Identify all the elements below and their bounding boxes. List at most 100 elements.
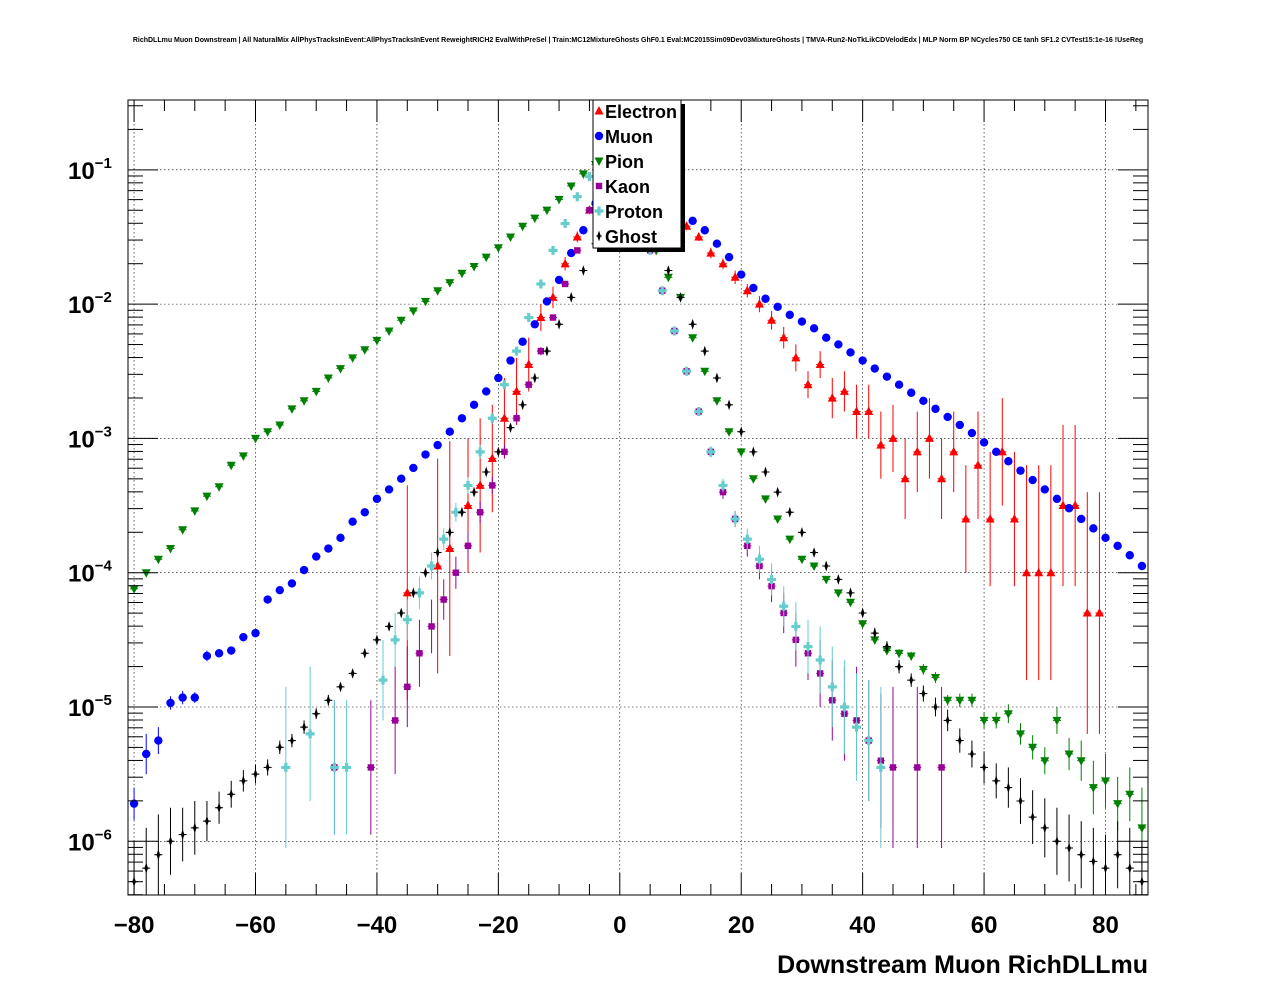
data-point [754, 299, 764, 308]
data-point [870, 364, 879, 373]
data-point [548, 292, 558, 301]
data-point [494, 373, 503, 383]
data-point [852, 406, 862, 416]
grid-lines [128, 100, 1148, 895]
data-point [767, 315, 777, 324]
data-point [329, 762, 339, 772]
data-point [214, 649, 224, 658]
data-point [900, 473, 910, 483]
legend-box [592, 99, 682, 249]
legend-marker-pion [594, 157, 604, 166]
data-point [275, 585, 284, 595]
data-point [487, 413, 497, 423]
data-point [469, 400, 479, 410]
data-point [1137, 561, 1147, 571]
data-point [179, 829, 186, 840]
data-point [499, 413, 509, 422]
data-point [542, 206, 552, 216]
data-point [348, 354, 358, 363]
data-point [809, 324, 819, 333]
data-point [475, 480, 485, 489]
data-point [894, 649, 904, 659]
data-point [495, 446, 502, 458]
data-point [476, 509, 484, 516]
data-point [821, 575, 831, 585]
data-point [536, 279, 546, 289]
data-point [129, 585, 139, 594]
y-tick-exponent: −5 [95, 692, 112, 709]
data-point [1028, 743, 1038, 753]
data-point [797, 317, 807, 326]
data-point [202, 492, 212, 502]
data-point [736, 448, 746, 457]
data-point [700, 367, 710, 377]
data-point [440, 596, 447, 603]
data-point [421, 297, 430, 307]
data-point [833, 589, 843, 598]
data-point [384, 485, 394, 494]
data-point [190, 693, 199, 702]
legend: Electron Muon Pion Kaon Proton Ghost [592, 99, 685, 252]
data-point [694, 407, 704, 417]
y-tick-label: 10−1 [68, 155, 112, 185]
data-point [445, 427, 454, 436]
data-point [815, 655, 825, 665]
data-point [852, 722, 862, 732]
data-point [167, 835, 174, 847]
data-series [129, 150, 1147, 895]
data-point [1094, 607, 1104, 617]
data-point [301, 721, 307, 733]
data-point [1003, 710, 1013, 719]
series-proton [281, 154, 886, 848]
data-point [342, 762, 352, 772]
data-point [1113, 800, 1123, 809]
data-point [566, 182, 576, 191]
data-point [918, 665, 928, 675]
data-point [797, 555, 807, 565]
data-point [1005, 782, 1012, 793]
data-point [979, 716, 989, 726]
data-point [374, 634, 380, 646]
data-point [574, 247, 581, 254]
data-point [823, 560, 830, 572]
data-point [404, 683, 411, 691]
data-point [299, 565, 309, 575]
y-tick-label: 10−3 [68, 423, 112, 453]
series-ghost [130, 198, 1146, 895]
data-point [967, 696, 977, 706]
data-point [701, 345, 708, 357]
data-point [864, 736, 874, 746]
data-point [276, 741, 283, 753]
data-point [487, 453, 497, 463]
data-point [943, 696, 953, 706]
y-tick-exponent: −2 [95, 289, 112, 306]
data-point [469, 263, 479, 272]
data-point [524, 313, 534, 323]
data-point [560, 219, 570, 229]
data-point [847, 587, 854, 599]
data-point [530, 320, 539, 329]
data-point [336, 365, 345, 374]
data-point [1078, 849, 1085, 861]
data-point [252, 768, 259, 780]
data-point [513, 415, 520, 422]
data-point [742, 534, 752, 544]
data-point [446, 527, 453, 538]
data-point [402, 587, 412, 597]
data-point [689, 318, 696, 330]
data-point [919, 396, 928, 406]
data-point [580, 265, 587, 276]
data-point [239, 632, 248, 642]
data-point [287, 405, 297, 414]
data-point [762, 466, 769, 478]
data-point [955, 420, 964, 430]
data-point [931, 404, 940, 414]
y-tick-exponent: −1 [95, 155, 112, 172]
data-point [858, 620, 868, 629]
data-point [560, 258, 570, 268]
data-point [1046, 567, 1056, 577]
series-kaon [330, 166, 946, 848]
data-point [397, 474, 406, 483]
data-point [578, 170, 588, 179]
data-point [439, 534, 449, 544]
